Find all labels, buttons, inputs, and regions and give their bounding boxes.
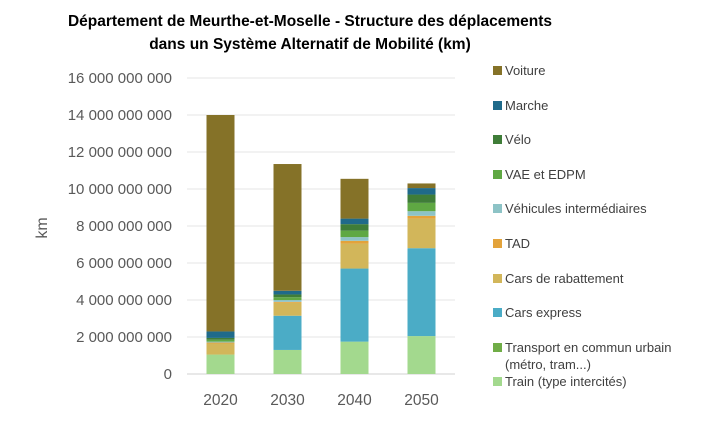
bar-segment — [206, 339, 235, 342]
bar-segment — [340, 218, 369, 225]
legend-swatch — [493, 308, 502, 318]
y-tick-label: 6 000 000 000 — [76, 255, 172, 272]
bar-segment — [407, 215, 436, 219]
legend-swatch — [493, 204, 502, 214]
legend-label: Cars express — [505, 305, 582, 321]
bar-segment — [340, 237, 369, 241]
bar-segment — [407, 202, 436, 212]
bar-segment — [340, 268, 369, 342]
bar-segment — [273, 300, 302, 302]
bar-segment — [340, 178, 369, 219]
y-tick-label: 10 000 000 000 — [68, 181, 172, 198]
bar-segment — [273, 297, 302, 300]
legend-label: Voiture — [505, 63, 546, 78]
legend-label: Véhicules intermédiaires — [505, 201, 647, 217]
y-tick-label: 0 — [164, 366, 172, 383]
bar-segment — [340, 243, 369, 269]
bar-segment — [273, 315, 302, 350]
legend-label: Vélo — [505, 132, 532, 148]
bar-segment — [206, 331, 235, 338]
bar-segment — [206, 337, 235, 340]
legend-label: Train (type intercités) — [505, 374, 627, 390]
bar-segment — [407, 248, 436, 337]
legend-swatch — [493, 100, 502, 110]
bar-segment — [206, 115, 235, 332]
y-tick-label: 8 000 000 000 — [76, 218, 172, 235]
x-tick-label: 2050 — [404, 392, 439, 409]
bar-segment — [407, 188, 436, 195]
legend-label: Marche — [505, 97, 549, 113]
bar-segment — [407, 183, 436, 189]
bar-segment — [206, 342, 235, 344]
bar-segment — [273, 294, 302, 298]
y-tick-label: 14 000 000 000 — [68, 107, 172, 124]
bar-segment — [407, 336, 436, 374]
bar-segment — [206, 354, 235, 374]
legend-swatch — [493, 169, 502, 179]
bar-segment — [340, 230, 369, 238]
bar-segment — [340, 341, 369, 374]
bar-segment — [206, 341, 235, 343]
legend-label: Cars de rabattement — [505, 270, 624, 286]
y-axis-label: km — [34, 217, 51, 238]
legend-label: VAE et EDPM — [505, 166, 586, 182]
bar-segment — [340, 240, 369, 244]
y-tick-label: 16 000 000 000 — [68, 70, 172, 87]
bar-segment — [407, 194, 436, 203]
chart-title-line-2: dans un Système Alternatif de Mobilité (… — [149, 36, 471, 53]
bar-segment — [273, 302, 302, 316]
bar-segment — [273, 301, 302, 303]
legend-swatch — [493, 135, 502, 145]
bar-segment — [340, 224, 369, 231]
chart-title: Département de Meurthe-et-Moselle - Stru… — [30, 10, 590, 56]
bar-segment — [273, 290, 302, 295]
y-tick-label: 2 000 000 000 — [76, 329, 172, 346]
x-tick-label: 2040 — [337, 392, 372, 409]
bar-segment — [273, 349, 302, 374]
legend-swatch — [493, 66, 502, 75]
chart-title-line-1: Département de Meurthe-et-Moselle - Stru… — [67, 13, 553, 30]
legend-label: Transport en commun urbain (métro, tram.… — [505, 339, 672, 372]
x-tick-label: 2020 — [203, 392, 238, 409]
bar-segment — [206, 343, 235, 355]
legend-swatch — [493, 342, 502, 352]
legend-swatch — [493, 377, 502, 387]
legend-label: TAD — [505, 236, 531, 251]
y-tick-label: 4 000 000 000 — [76, 292, 172, 309]
bar-segment — [407, 211, 436, 216]
bar-segment — [407, 218, 436, 249]
y-tick-label: 12 000 000 000 — [68, 144, 172, 161]
bar-segment — [273, 164, 302, 291]
legend-swatch — [493, 273, 502, 283]
x-tick-label: 2030 — [270, 392, 305, 409]
chart-legend: Voiture Marche Vélo VAE et EDPM Véhicules in… — [493, 0, 708, 421]
legend-swatch — [493, 239, 502, 248]
